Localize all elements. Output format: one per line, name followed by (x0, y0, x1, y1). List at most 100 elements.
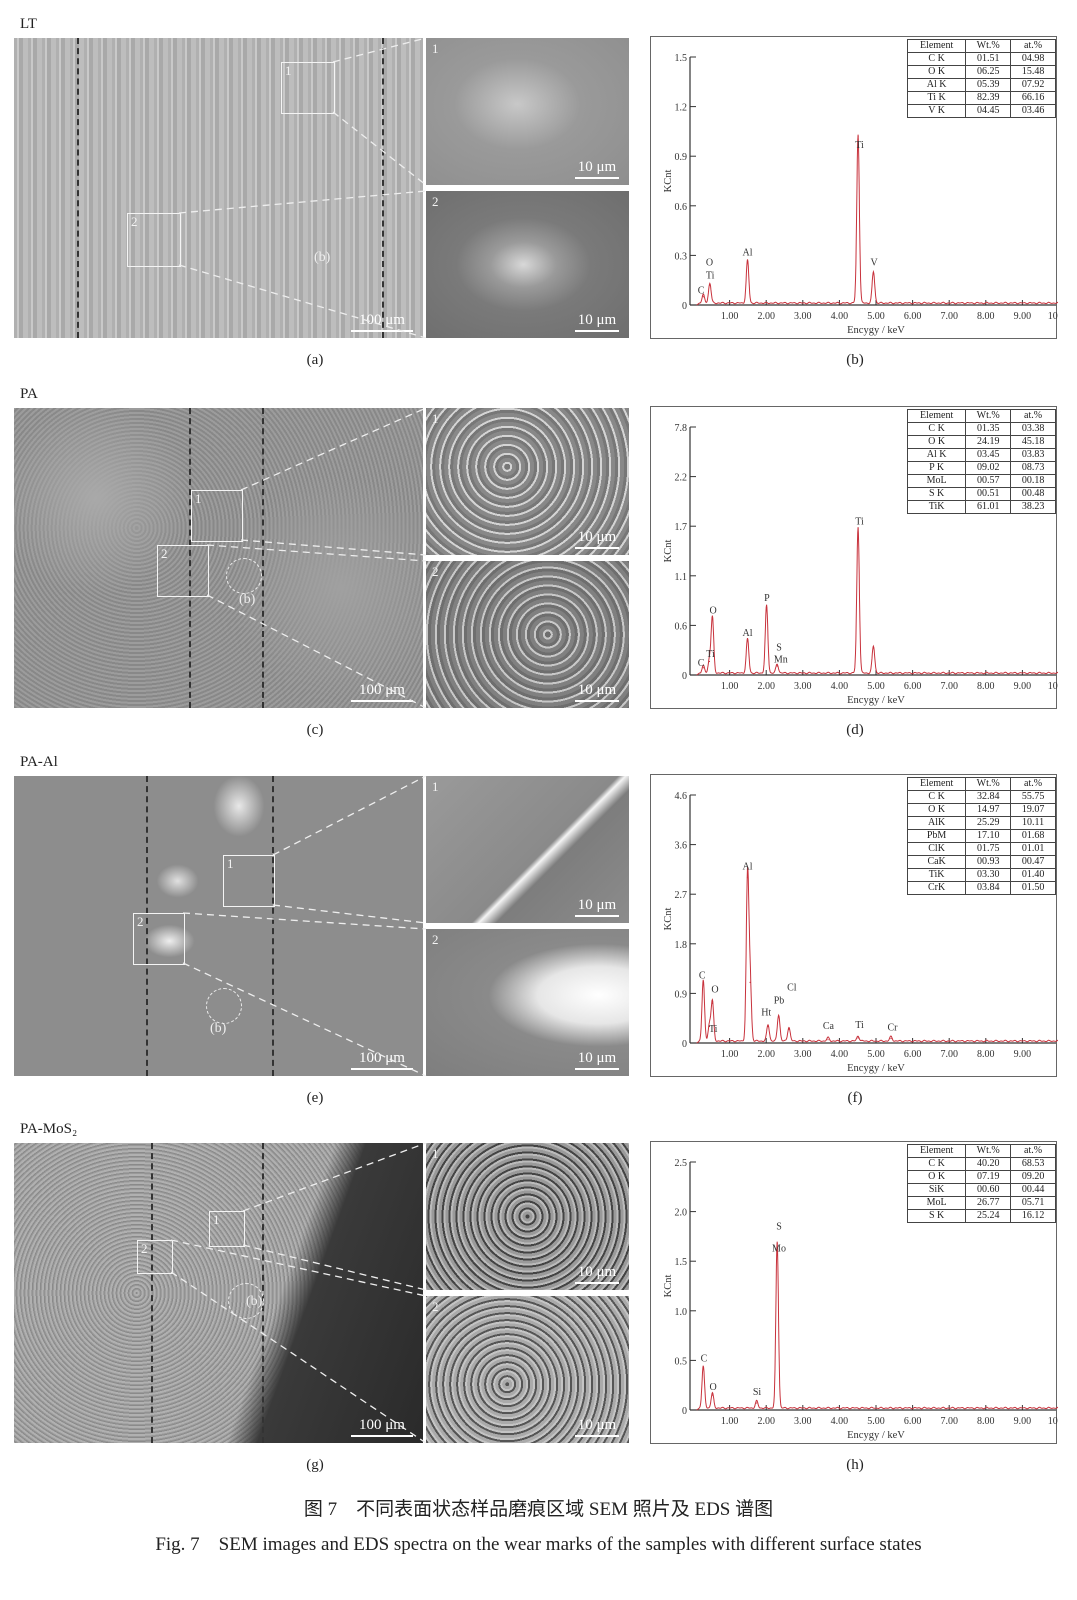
region-box-1: 1 (223, 855, 275, 907)
sem-inset-2: 2 10 μm (426, 191, 629, 338)
peak-label: Pb (774, 995, 785, 1006)
peak-marker (765, 606, 768, 608)
eds-point-circle (226, 558, 262, 594)
peak-label: O (710, 606, 717, 617)
x-tick-label: 9.00 (1014, 1416, 1032, 1427)
table-cell: 07.19 (965, 1170, 1012, 1184)
region-box-1: 1 (281, 62, 335, 114)
peak-label: Al (743, 247, 753, 258)
table-row: O K 06.25 15.48 (906, 65, 1056, 79)
scale-line (351, 1435, 413, 1437)
sem-inset-2: 2 10 μm (426, 1296, 629, 1443)
sem-image-main: 1 2 (b) 100 μm (14, 408, 423, 708)
table-cell: C K (906, 52, 967, 66)
x-axis-label: Encygy / keV (847, 1063, 905, 1074)
table-cell: 15.48 (1010, 65, 1056, 79)
region-number: 1 (285, 63, 292, 78)
x-tick-label: 6.00 (904, 1049, 922, 1060)
sem-inset-1: 1 10 μm (426, 408, 629, 555)
inset-number: 1 (432, 779, 439, 794)
peak-marker (708, 1025, 711, 1028)
y-tick-label: 4.6 (675, 791, 688, 802)
spectrum-line (696, 134, 1058, 306)
peak-marker (827, 1039, 829, 1041)
sample-label: PA-MoS₂ (20, 1121, 78, 1137)
sem-caption: (a) (306, 352, 324, 368)
x-tick-label: 10.00 (1048, 1416, 1058, 1427)
peak-label: Ti (709, 1024, 718, 1035)
table-cell: 38.23 (1010, 500, 1056, 514)
table-cell: Element (906, 409, 967, 423)
y-tick-label: 2.5 (675, 1158, 688, 1169)
table-cell: 09.20 (1010, 1170, 1056, 1184)
peak-label: P (764, 593, 770, 604)
table-cell: 17.10 (965, 829, 1012, 843)
wear-track-boundary (382, 38, 384, 338)
peak-marker (702, 1367, 704, 1369)
region-box-2: 2 (137, 1240, 173, 1274)
composition-table: Element Wt.% at.% C K 40.20 68.53 O K 07.19 09.2… (906, 1144, 1056, 1223)
x-tick-label: 9.00 (1014, 1049, 1032, 1060)
scale-line (575, 700, 619, 702)
table-cell: 01.68 (1010, 829, 1056, 843)
wear-track-boundary (189, 408, 191, 708)
x-tick-label: 2.00 (757, 681, 775, 692)
y-tick-label: 0.6 (675, 621, 688, 632)
table-cell: CrK (906, 881, 967, 895)
table-row: S K 00.51 00.48 (906, 487, 1056, 501)
scale-text: 10 μm (577, 682, 617, 698)
y-tick-label: 7.8 (675, 423, 688, 434)
table-row: C K 01.35 03.38 (906, 422, 1056, 436)
x-tick-label: 8.00 (977, 1416, 995, 1427)
table-cell: 45.18 (1010, 435, 1056, 449)
table-cell: 00.93 (965, 855, 1012, 869)
table-cell: O K (906, 65, 967, 79)
table-row: CaK 00.93 00.47 (906, 855, 1056, 869)
inset-number: 2 (432, 932, 439, 947)
region-number: 2 (137, 914, 144, 929)
eds-spectrum-b: 0 0.3 0.6 0.9 1.2 1.5 1.00 2.00 3.00 4.00 5.00 6.00… (650, 36, 1058, 339)
region-box-2: 2 (157, 545, 209, 597)
eds-spectrum-d: 0 0.6 1.1 1.7 2.2 7.8 1.00 2.00 3.00 4.00 5.00 6.00… (650, 406, 1058, 709)
peak-label: V (871, 257, 879, 268)
y-tick-label: 0.9 (675, 989, 688, 1000)
table-cell: S K (906, 1209, 967, 1223)
y-tick-label: 0 (682, 1039, 687, 1050)
x-tick-label: 5.00 (867, 1416, 885, 1427)
scale-text: 100 μm (359, 682, 405, 698)
scale-text: 10 μm (577, 1417, 617, 1433)
table-cell: S K (906, 487, 967, 501)
x-tick-label: 6.00 (904, 1416, 922, 1427)
scale-bar-inset: 10 μm (575, 159, 619, 179)
composition-table: Element Wt.% at.% C K 32.84 55.75 O K 14.97 19.0… (906, 777, 1056, 895)
peak-label: Mn (774, 654, 788, 665)
table-cell: TiK (906, 868, 967, 882)
scale-line (575, 1435, 619, 1437)
table-cell: 01.01 (1010, 842, 1056, 856)
x-tick-label: 5.00 (867, 681, 885, 692)
sem-caption: (c) (306, 722, 324, 738)
table-row: S K 25.24 16.12 (906, 1209, 1056, 1223)
sem-image-main: 1 2 (b) 100 μm (14, 38, 423, 338)
peak-marker (776, 665, 778, 667)
table-cell: 09.02 (965, 461, 1012, 475)
table-cell: ClK (906, 842, 967, 856)
peak-marker (778, 1015, 780, 1018)
table-cell: 05.39 (965, 78, 1012, 92)
scale-line (575, 1282, 619, 1284)
scale-text: 10 μm (577, 312, 617, 328)
peak-marker (702, 296, 704, 298)
eds-spectrum-h: 0 0.5 1.0 1.5 2.0 2.5 1.00 2.00 3.00 4.00 5.00 6.00… (650, 1141, 1058, 1444)
table-row: O K 14.97 19.07 (906, 803, 1056, 817)
x-tick-label: 9.00 (1014, 681, 1032, 692)
table-cell: 03.45 (965, 448, 1012, 462)
table-cell: Element (906, 39, 967, 53)
peak-marker (708, 660, 711, 663)
table-cell: 40.20 (965, 1157, 1012, 1171)
sem-image-main: 1 2 (b) 100 μm (14, 1143, 423, 1443)
region-number: 1 (195, 491, 202, 506)
eds-point-label: (b) (314, 250, 331, 265)
table-row: O K 24.19 45.18 (906, 435, 1056, 449)
scale-bar-inset: 10 μm (575, 682, 619, 702)
peak-marker (711, 1394, 713, 1396)
